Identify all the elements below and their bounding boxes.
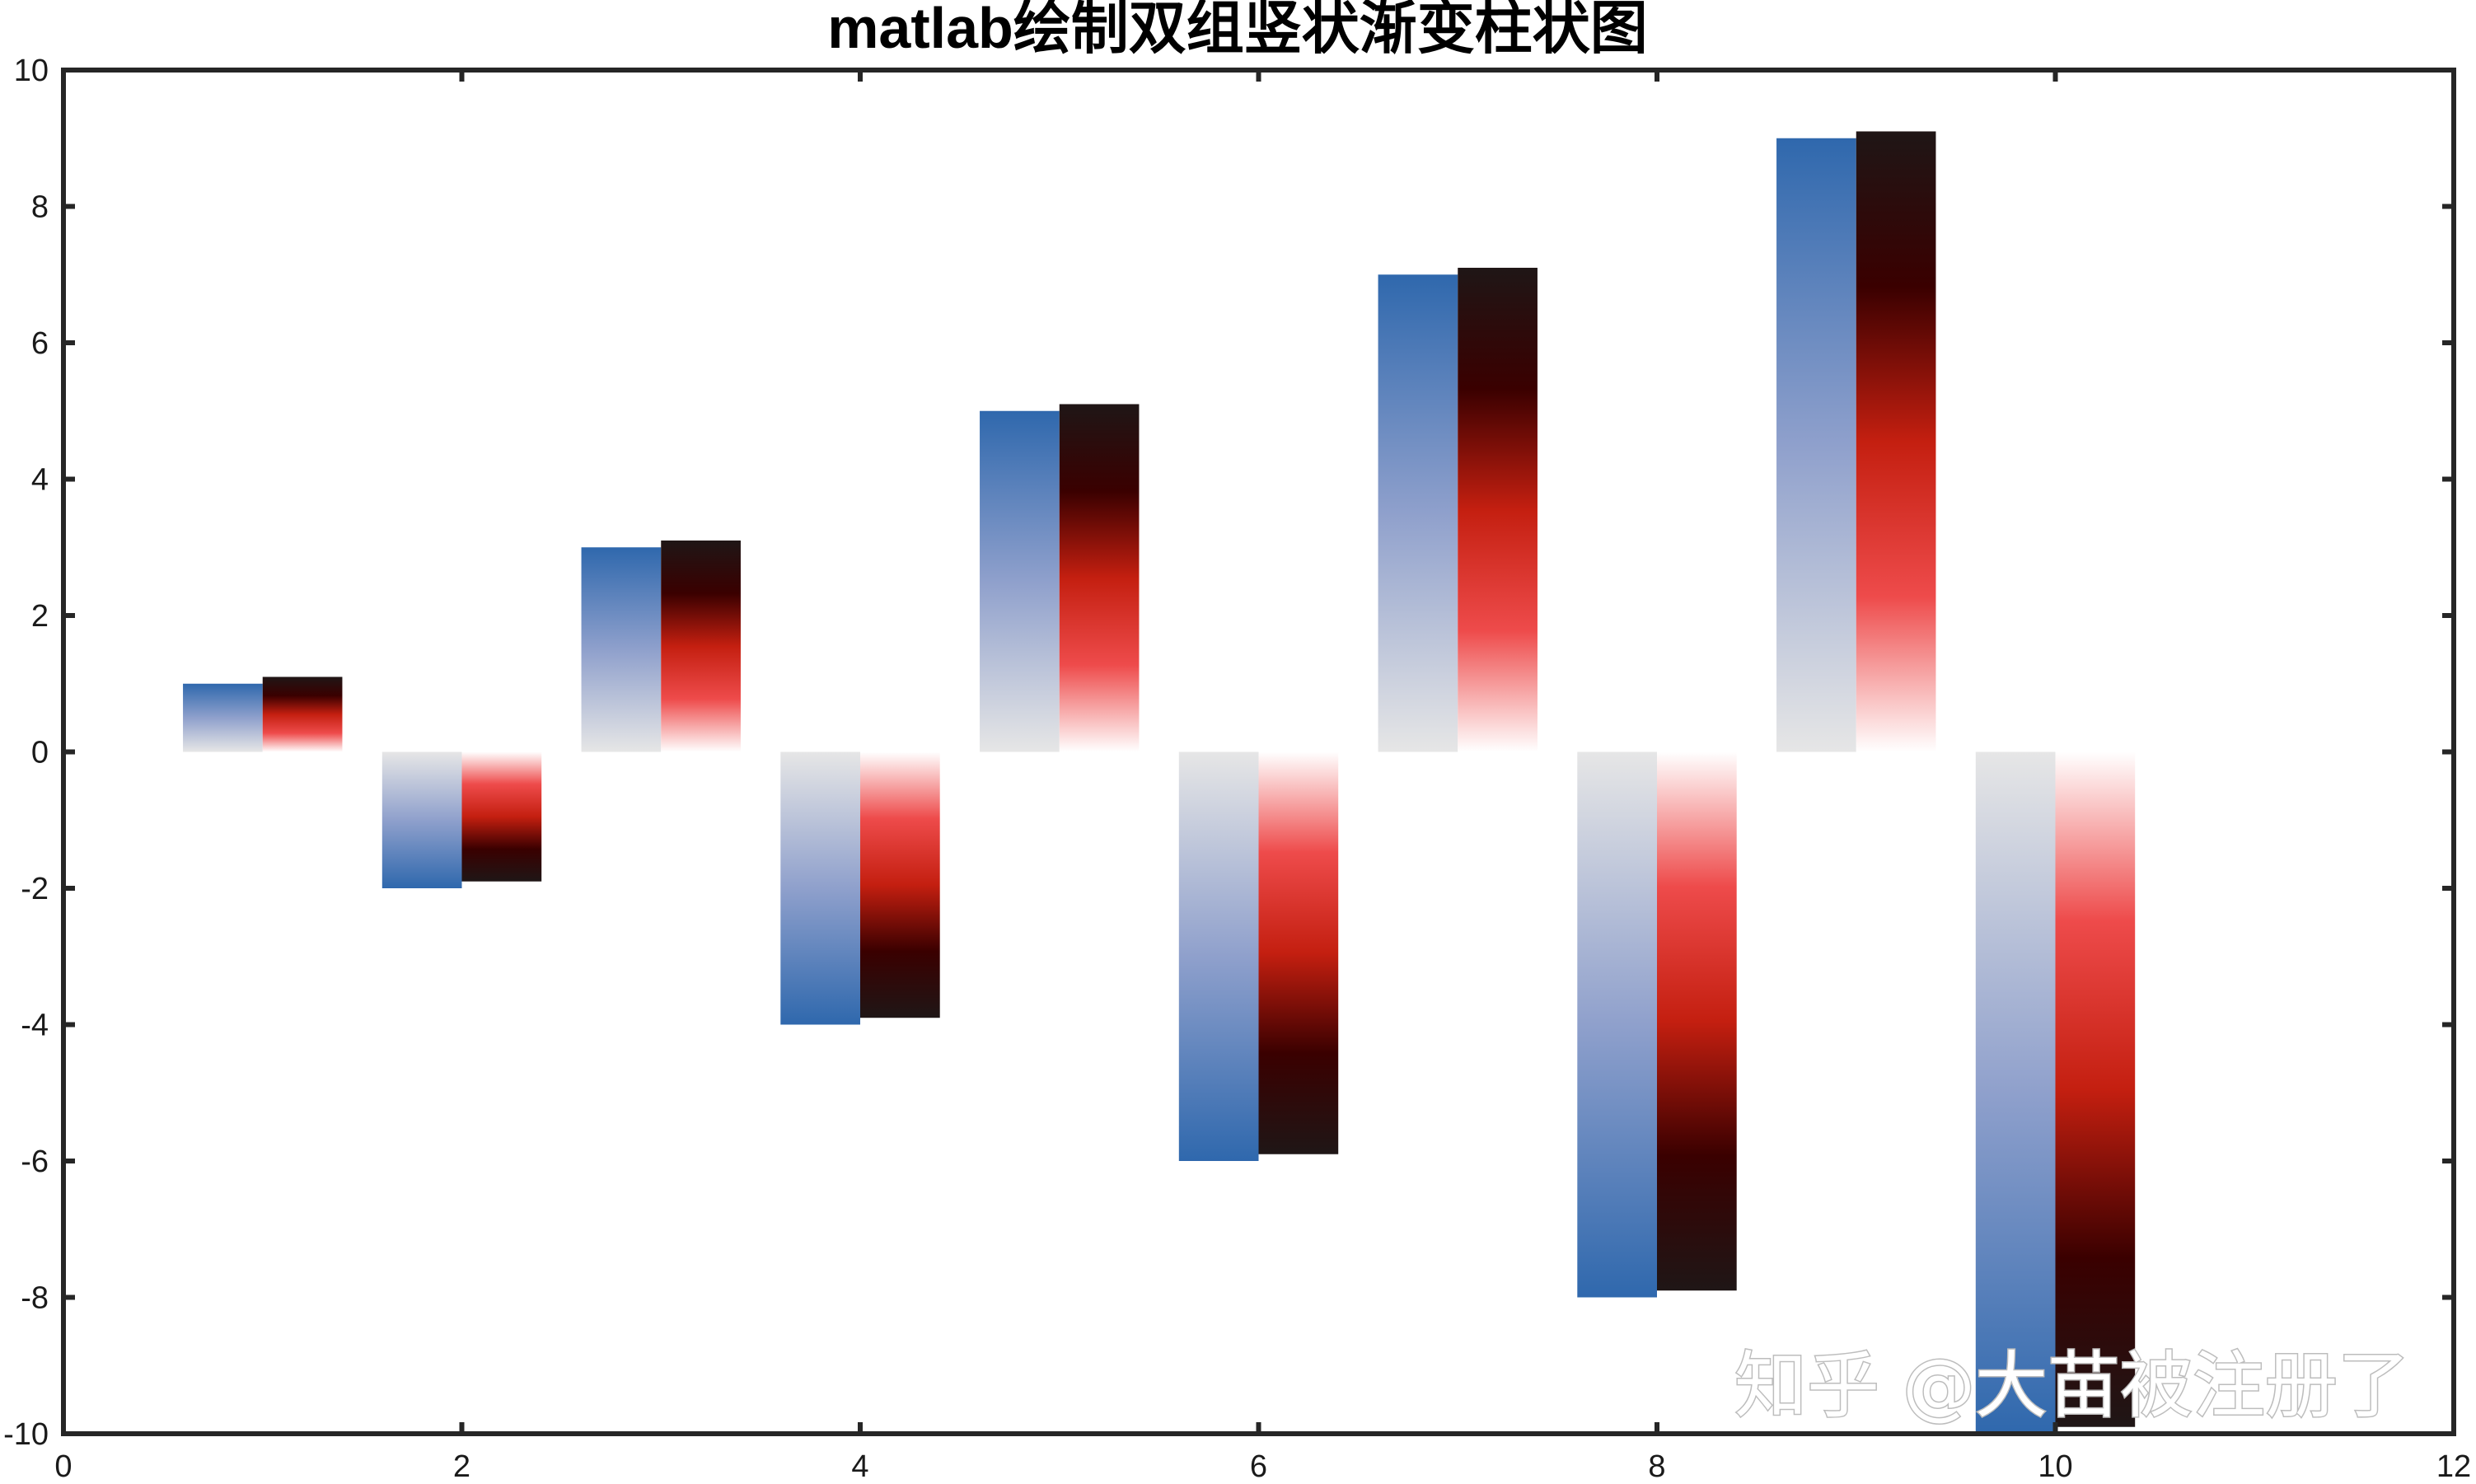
bar-s1-x9 — [1776, 138, 1856, 752]
x-tick-label: 12 — [2436, 1449, 2471, 1484]
bar-s1-x4 — [780, 751, 860, 1025]
y-tick-label: 10 — [14, 54, 49, 88]
bar-s2-x4 — [860, 751, 940, 1018]
x-tick-label: 2 — [453, 1449, 470, 1484]
bar-s2-x3 — [661, 540, 741, 752]
y-tick-label: 4 — [31, 463, 49, 498]
x-tick-label: 0 — [54, 1449, 72, 1484]
bar-s1-x2 — [381, 751, 462, 888]
tick-label-layer: 0 2 4 6 8 10 12 -10 -8 -6 -4 -2 0 2 4 6 8 10 — [3, 54, 2471, 1484]
x-tick-label: 8 — [1648, 1449, 1665, 1484]
y-tick-label: -10 — [3, 1417, 49, 1452]
bar-s2-x10 — [2055, 751, 2136, 1427]
tick-layer — [61, 68, 2456, 1436]
bar-s2-x1 — [262, 676, 343, 752]
bar-s2-x7 — [1458, 267, 1538, 752]
x-tick-label: 6 — [1250, 1449, 1267, 1484]
y-tick-label: -6 — [21, 1145, 49, 1179]
y-tick-label: 2 — [31, 599, 49, 634]
y-tick-label: -4 — [21, 1009, 49, 1043]
bar-s1-x10 — [1975, 751, 2056, 1434]
bar-s2-x6 — [1258, 751, 1339, 1154]
bar-s1-x8 — [1577, 751, 1657, 1298]
y-tick-label: 6 — [31, 326, 49, 361]
bar-s1-x7 — [1378, 274, 1458, 752]
bar-layer — [183, 131, 2136, 1434]
chart-title: matlab绘制双组竖状渐变柱状图 — [827, 0, 1648, 60]
y-tick-label: -2 — [21, 872, 49, 906]
bar-s1-x6 — [1178, 751, 1259, 1161]
y-tick-label: 8 — [31, 190, 49, 225]
bar-s1-x3 — [581, 547, 662, 752]
y-tick-label: 0 — [31, 736, 49, 770]
x-tick-label: 10 — [2038, 1449, 2072, 1484]
bar-s2-x5 — [1059, 404, 1140, 752]
y-tick-label: -8 — [21, 1281, 49, 1316]
bar-s1-x1 — [183, 683, 263, 752]
watermark: 知乎 @大苗被注册了 — [1734, 1343, 2410, 1428]
x-tick-label: 4 — [851, 1449, 868, 1484]
bar-s2-x2 — [461, 751, 542, 882]
bar-s2-x9 — [1856, 131, 1936, 752]
bar-s1-x5 — [980, 410, 1060, 752]
bar-s2-x8 — [1657, 751, 1737, 1291]
